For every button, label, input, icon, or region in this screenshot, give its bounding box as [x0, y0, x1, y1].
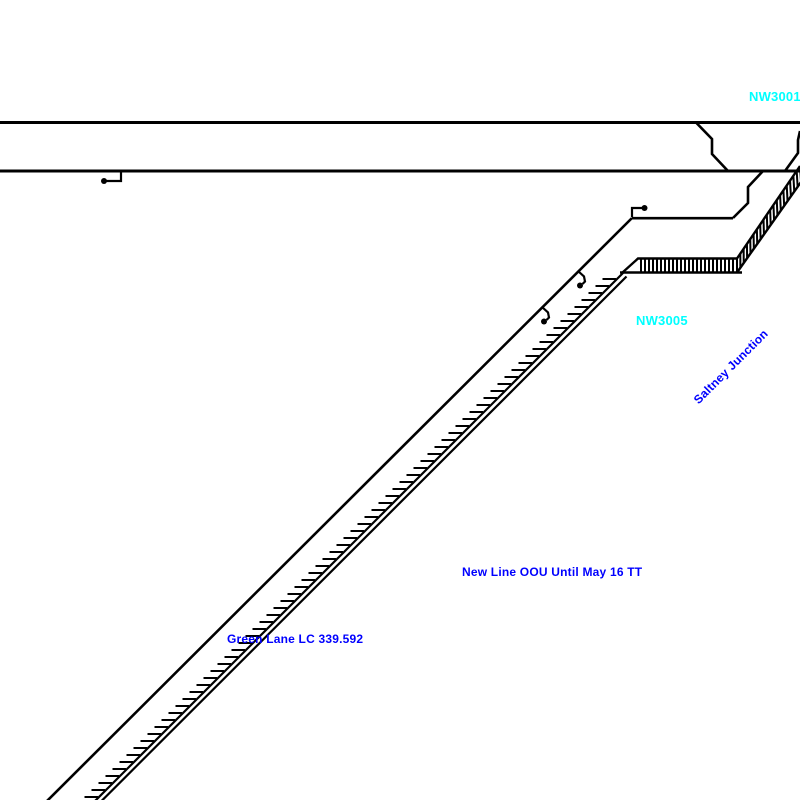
label-new-line-notice: New Line OOU Until May 16 TT: [462, 565, 643, 579]
hatched-main-diagonal-section: [84, 272, 628, 800]
signal-icon: [541, 306, 551, 325]
crossover-left: [695, 121, 729, 172]
hatched-diagonal-upper-section: [736, 165, 800, 274]
hatch-mark: [775, 200, 779, 216]
hatched-horizontal-section: [620, 257, 742, 274]
crossover-right-edge: [783, 130, 800, 172]
hatch-mark: [785, 185, 789, 202]
hatch-mark: [769, 209, 772, 225]
label-nw3001: NW3001: [749, 89, 800, 104]
signal-icon: [101, 171, 123, 184]
branch-connector: [732, 170, 764, 219]
label-green-lane-crossing: Green Lane LC 339.592: [227, 632, 364, 646]
hatch-mark: [782, 190, 786, 206]
hatch-mark: [772, 204, 776, 221]
hatch-mark: [779, 195, 782, 211]
signal-icon: [630, 205, 648, 217]
hatch-mark: [792, 175, 796, 192]
hatch-mark: [94, 272, 624, 800]
signal-icon: [577, 270, 587, 289]
hatch-mark: [100, 275, 628, 800]
hatch-mark: [789, 180, 792, 197]
label-nw3005: NW3005: [636, 313, 688, 328]
hatched-section-top-edge: [621, 257, 737, 274]
hatch-mark: [795, 170, 799, 187]
branch-diagonal-line: [46, 217, 633, 800]
